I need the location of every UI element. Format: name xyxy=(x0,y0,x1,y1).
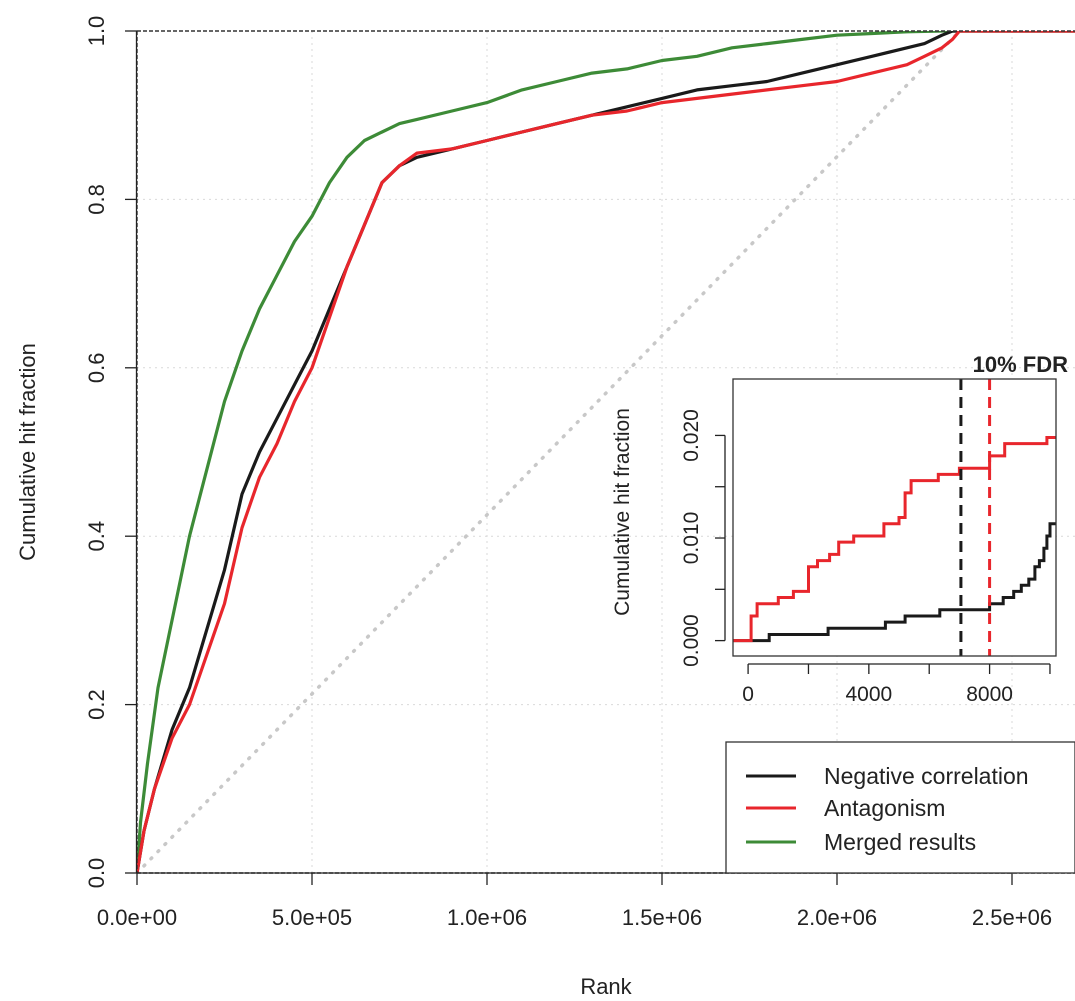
legend-label-negative-correlation: Negative correlation xyxy=(824,763,1029,789)
main-y-axis: 0.0 0.2 0.4 0.6 0.8 1.0 xyxy=(84,16,138,889)
inset-series-negative-correlation xyxy=(733,522,1056,643)
x-tick-label-2: 1.0e+06 xyxy=(447,905,527,930)
inset-y-tick-label-0: 0.000 xyxy=(680,614,703,667)
legend-label-antagonism: Antagonism xyxy=(824,795,945,821)
y-tick-label-4: 0.8 xyxy=(84,184,109,215)
x-tick-label-1: 5.0e+05 xyxy=(272,905,352,930)
legend-label-merged-results: Merged results xyxy=(824,829,976,855)
series-line-reference xyxy=(137,31,963,873)
inset-frame xyxy=(732,378,1057,657)
inset-series-antagonism xyxy=(733,436,1056,643)
inset-series-layer xyxy=(733,379,1056,656)
main-x-axis-title: Rank xyxy=(580,974,632,999)
inset-x-tick-label-1: 4000 xyxy=(845,683,892,706)
y-tick-label-1: 0.2 xyxy=(84,689,109,720)
y-tick-label-2: 0.4 xyxy=(84,521,109,552)
x-tick-label-0: 0.0e+00 xyxy=(97,905,177,930)
x-tick-label-3: 1.5e+06 xyxy=(622,905,702,930)
series-line-antagonism xyxy=(137,31,1075,873)
inset-x-tick-label-2: 8000 xyxy=(966,683,1013,706)
x-tick-label-4: 2.0e+06 xyxy=(797,905,877,930)
main-series-layer xyxy=(137,31,1075,873)
legend: Negative correlation Antagonism Merged r… xyxy=(725,741,1075,874)
y-tick-label-5: 1.0 xyxy=(84,16,109,47)
y-tick-label-3: 0.6 xyxy=(84,353,109,384)
y-tick-label-0: 0.0 xyxy=(84,858,109,889)
series-line-merged-results xyxy=(137,31,1075,873)
inset-y-tick-label-1: 0.010 xyxy=(680,512,703,565)
inset-x-tick-label-0: 0 xyxy=(742,683,754,706)
main-x-axis: 0.0e+00 5.0e+05 1.0e+06 1.5e+06 2.0e+06 2.5e+… xyxy=(97,872,1052,930)
x-tick-label-5: 2.5e+06 xyxy=(972,905,1052,930)
inset-y-axis: 0.000 0.010 0.020 xyxy=(680,409,726,667)
inset-plot: 0 4000 8000 0.000 0.010 0.020 Cumulative hit… xyxy=(611,352,1068,706)
inset-plot-background xyxy=(733,379,1056,656)
fdr-annotation: 10% FDR xyxy=(973,352,1068,377)
inset-y-axis-title: Cumulative hit fraction xyxy=(611,408,634,616)
inset-x-axis: 0 4000 8000 xyxy=(742,663,1051,706)
main-y-axis-title: Cumulative hit fraction xyxy=(15,343,40,561)
inset-y-tick-label-2: 0.020 xyxy=(680,409,703,462)
